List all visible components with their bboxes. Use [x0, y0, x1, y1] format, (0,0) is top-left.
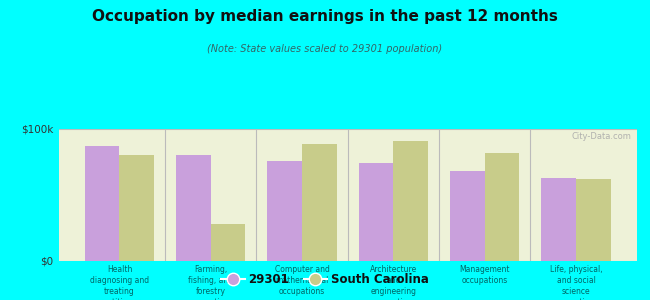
Bar	[267, 161, 302, 261]
Bar	[302, 143, 337, 261]
Bar	[84, 146, 120, 261]
Bar	[176, 155, 211, 261]
Bar	[576, 179, 611, 261]
Bar	[120, 155, 154, 261]
Bar	[485, 153, 519, 261]
Bar	[450, 171, 485, 261]
Bar	[393, 141, 428, 261]
Text: (Note: State values scaled to 29301 population): (Note: State values scaled to 29301 popu…	[207, 44, 443, 53]
Bar	[541, 178, 576, 261]
Bar	[211, 224, 246, 261]
Legend: 29301, South Carolina: 29301, South Carolina	[216, 269, 434, 291]
Text: Occupation by median earnings in the past 12 months: Occupation by median earnings in the pas…	[92, 9, 558, 24]
Bar	[359, 163, 393, 261]
Text: City-Data.com: City-Data.com	[571, 132, 631, 141]
